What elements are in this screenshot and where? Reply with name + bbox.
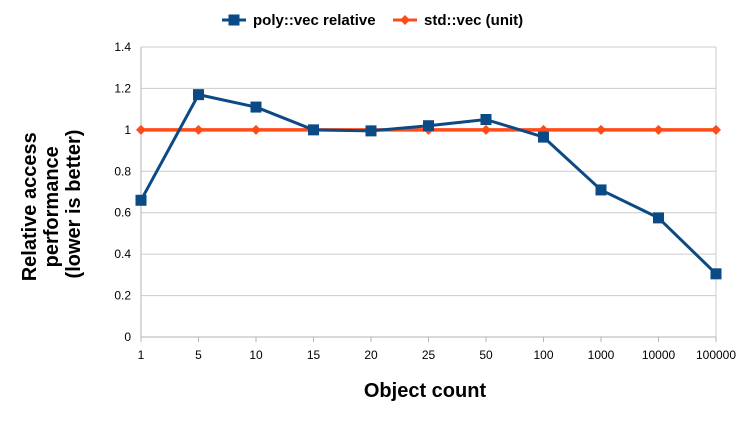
x-tick-label: 5 (195, 348, 202, 362)
data-point (308, 124, 319, 136)
data-point (135, 194, 147, 206)
y-axis-title: Relative access performance (lower is be… (19, 127, 85, 282)
x-tick-label: 1000 (588, 348, 615, 362)
y-axis-title-line-3: (lower is better) (63, 130, 85, 279)
legend-label-poly-vec-relative: poly::vec relative (253, 12, 376, 29)
data-point (251, 124, 261, 135)
legend-marker-std-vec-unit (400, 15, 410, 25)
data-point (653, 212, 664, 224)
y-tick-label: 1.2 (114, 81, 131, 95)
x-tick-label: 10 (249, 348, 263, 362)
series-layer (135, 89, 722, 280)
data-point (480, 114, 492, 125)
data-point (538, 131, 549, 143)
x-tick-label: 50 (479, 348, 493, 362)
data-point (710, 268, 722, 280)
y-axis-title-line-1: Relative access (19, 132, 41, 281)
data-point (365, 125, 377, 137)
x-tick-label: 10000 (642, 348, 676, 362)
data-point (193, 124, 204, 135)
data-point (481, 124, 491, 135)
legend-label-std-vec-unit: std::vec (unit) (424, 12, 523, 29)
series-poly-vec-relative (135, 89, 722, 280)
y-tick-label: 0.8 (114, 164, 131, 178)
legend-marker-poly-vec-relative (228, 14, 240, 26)
legend: poly::vec relative std::vec (unit) (222, 12, 523, 29)
data-point (596, 124, 606, 135)
x-tick-label: 25 (422, 348, 436, 362)
data-point (136, 124, 146, 135)
y-axis-title-line-2: performance (41, 146, 63, 267)
x-tick-label: 100000 (696, 348, 736, 362)
y-tick-label: 0.4 (114, 247, 131, 261)
data-point (423, 120, 434, 132)
data-point (653, 124, 664, 135)
data-point (711, 124, 721, 135)
y-tick-label: 1 (124, 123, 131, 137)
y-tick-label: 0.6 (114, 206, 131, 220)
data-point (595, 184, 607, 196)
x-tick-label: 1 (138, 348, 145, 362)
y-tick-label: 0 (124, 330, 131, 344)
grid-lines (140, 46, 717, 338)
y-tick-label: 1.4 (114, 40, 131, 54)
data-point (250, 101, 262, 113)
x-tick-label: 20 (364, 348, 378, 362)
y-tick-label: 0.2 (114, 289, 131, 303)
y-axis-ticks: 0 0.2 0.4 0.6 0.8 1 1.2 1.4 (114, 40, 131, 344)
x-axis-title: Object count (364, 380, 487, 402)
x-axis-ticks: 1 5 10 15 20 25 50 100 1000 10000 100000 (138, 337, 736, 362)
data-point (193, 89, 204, 101)
x-tick-label: 100 (533, 348, 553, 362)
x-tick-label: 15 (307, 348, 321, 362)
